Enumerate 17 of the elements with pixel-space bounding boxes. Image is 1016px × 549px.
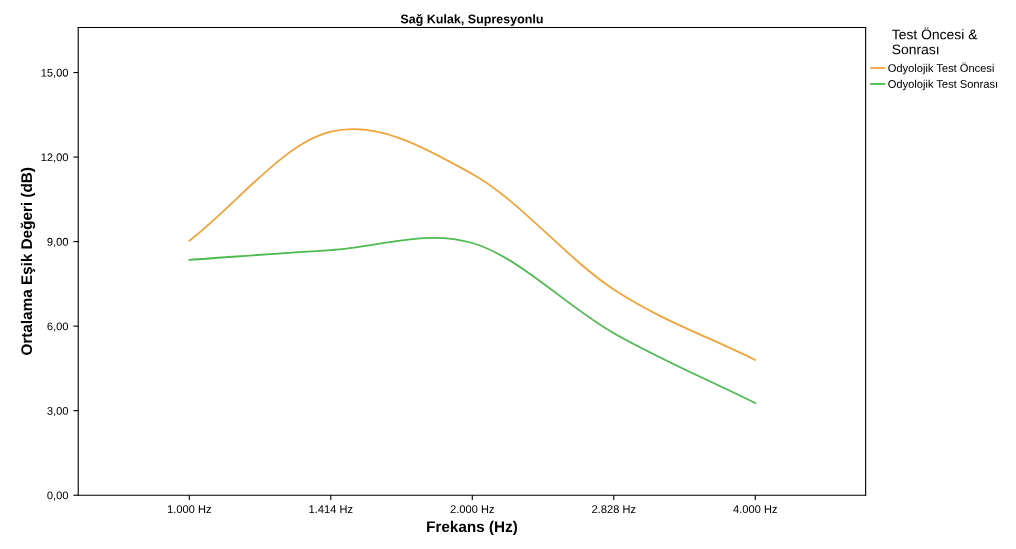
x-tick-label: 2.000 Hz: [450, 505, 494, 514]
x-tick-label: 4.000 Hz: [733, 505, 777, 514]
x-tick-label: 2.828 Hz: [592, 505, 636, 514]
x-tick-label: 1.000 Hz: [167, 505, 211, 514]
legend-title: Test Öncesi & Sonrası: [892, 27, 978, 55]
x-tick-label: 1.414 Hz: [309, 505, 353, 513]
y-tick-label: 9,00: [47, 237, 69, 248]
legend-label: Odyolojik Test Sonrası: [888, 79, 998, 91]
y-tick-label: 6,00: [47, 322, 69, 332]
x-axis-title: Frekans (Hz): [427, 520, 518, 536]
chart-title: Sağ Kulak, Supresyonlu: [400, 14, 543, 26]
y-tick-label: 3,00: [47, 406, 69, 417]
y-tick-label: 12,00: [41, 153, 69, 163]
y-tick-label: 15,00: [41, 68, 69, 78]
legend-label: Odyolojik Test Öncesi: [888, 62, 994, 75]
y-tick-label: 0,00: [47, 491, 69, 501]
y-axis-title: Ortalama Eşik Değeri (dB): [20, 167, 36, 355]
